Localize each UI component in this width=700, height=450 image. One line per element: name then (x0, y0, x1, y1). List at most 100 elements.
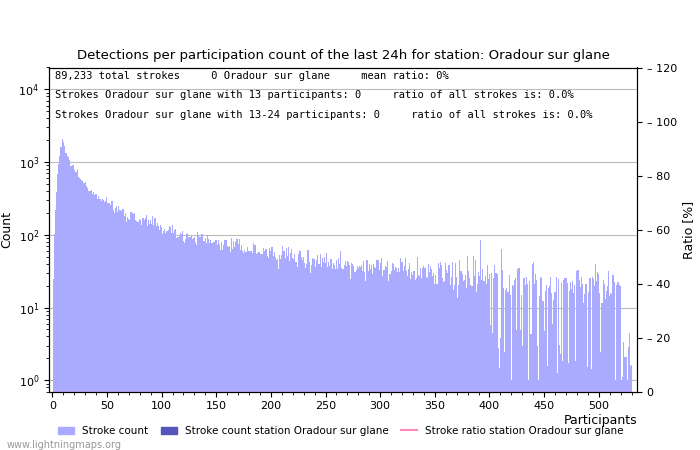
Bar (404, 266, 405, 450)
Bar (631, 365, 632, 450)
Bar (197, 232, 198, 450)
Bar (286, 248, 287, 450)
Bar (354, 272, 356, 450)
Bar (515, 278, 516, 450)
Bar (173, 234, 174, 450)
Bar (486, 265, 488, 450)
Bar (177, 237, 178, 450)
Bar (74, 170, 75, 450)
Bar (69, 160, 70, 450)
Bar (161, 227, 162, 450)
Bar (618, 282, 619, 450)
Bar (521, 295, 522, 450)
Bar (232, 249, 233, 450)
Bar (150, 220, 151, 450)
Bar (138, 222, 139, 450)
Bar (337, 269, 338, 450)
Bar (611, 294, 612, 450)
Bar (351, 263, 352, 450)
Bar (400, 258, 402, 450)
Bar (377, 260, 379, 450)
Bar (142, 218, 144, 450)
Bar (281, 255, 282, 450)
Bar (149, 224, 150, 450)
Bar (101, 201, 102, 450)
Bar (64, 146, 65, 450)
Bar (469, 278, 470, 450)
Bar (517, 269, 519, 450)
Bar (215, 239, 216, 450)
Bar (312, 258, 313, 450)
Bar (91, 189, 92, 450)
Bar (578, 280, 580, 450)
Bar (501, 249, 502, 450)
Bar (386, 267, 387, 450)
Bar (218, 240, 219, 450)
Bar (609, 296, 610, 450)
Text: www.lightningmaps.org: www.lightningmaps.org (7, 440, 122, 450)
Bar (406, 271, 407, 450)
Bar (412, 275, 414, 450)
Bar (332, 263, 334, 450)
Bar (621, 380, 622, 450)
Bar (165, 233, 167, 450)
Bar (233, 241, 235, 450)
Bar (113, 210, 114, 450)
Bar (465, 275, 466, 450)
Bar (488, 279, 489, 450)
Bar (272, 256, 274, 450)
Bar (324, 257, 325, 450)
Bar (153, 225, 155, 450)
Bar (338, 258, 339, 450)
Bar (368, 271, 369, 450)
Bar (584, 294, 585, 450)
Bar (54, 234, 55, 450)
Bar (246, 252, 247, 450)
Bar (410, 279, 412, 450)
Bar (73, 165, 74, 450)
Bar (454, 285, 455, 450)
Bar (480, 240, 482, 450)
Bar (188, 237, 190, 450)
Bar (71, 166, 73, 450)
Bar (473, 256, 474, 450)
Bar (314, 259, 315, 450)
Bar (304, 263, 305, 450)
Bar (270, 252, 272, 450)
Bar (440, 262, 441, 450)
Bar (115, 208, 116, 450)
Bar (80, 179, 81, 450)
Bar (116, 206, 118, 450)
Bar (328, 262, 329, 450)
Bar (265, 249, 266, 450)
Bar (172, 225, 173, 450)
Bar (430, 266, 431, 450)
Bar (253, 243, 254, 450)
Bar (364, 272, 365, 450)
Bar (524, 278, 525, 450)
Bar (408, 269, 409, 450)
Bar (225, 240, 227, 450)
Bar (327, 267, 328, 450)
Bar (207, 235, 208, 450)
Bar (256, 254, 257, 450)
Bar (357, 266, 358, 450)
Bar (451, 277, 452, 450)
Bar (65, 153, 66, 450)
Bar (574, 285, 575, 450)
Bar (592, 277, 593, 450)
Bar (90, 191, 91, 450)
Bar (222, 250, 223, 450)
Bar (508, 292, 509, 450)
Bar (67, 156, 68, 450)
Bar (295, 262, 297, 450)
Bar (190, 236, 192, 450)
Bar (195, 242, 196, 450)
Bar (139, 219, 140, 450)
Bar (558, 279, 559, 450)
Bar (70, 166, 71, 450)
Bar (624, 357, 626, 450)
Bar (278, 269, 279, 450)
Bar (568, 291, 570, 450)
Bar (134, 213, 135, 450)
